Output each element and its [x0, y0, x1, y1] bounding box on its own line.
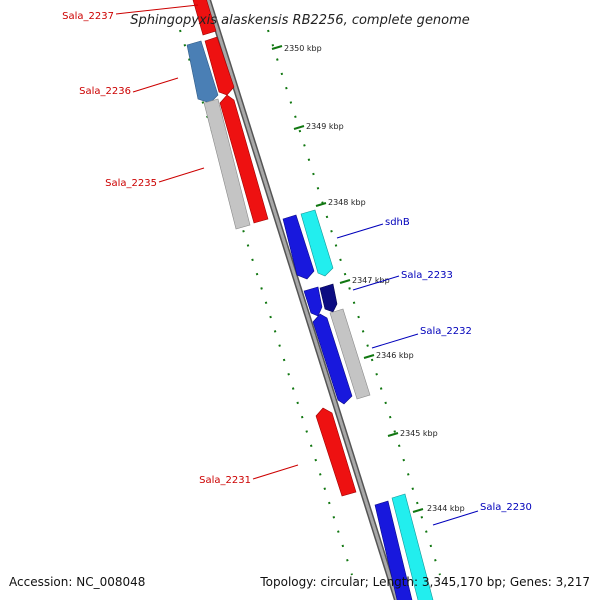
gene-blue-bottom[interactable] [374, 500, 413, 600]
gene-label-sala-2237[interactable]: Sala_2237 [62, 11, 114, 22]
gene-sala-2231-arrow[interactable] [315, 407, 357, 497]
gene-blue-small[interactable] [303, 286, 323, 317]
leader-sala-2236 [132, 77, 179, 93]
leader-sdhb [336, 223, 384, 239]
gene-sala-2236-arrow[interactable] [186, 40, 219, 104]
genome-backbone-highlight [206, 0, 399, 600]
gene-label-sala-2232[interactable]: Sala_2232 [420, 326, 472, 337]
kbp-label: 2344 kbp [427, 504, 465, 513]
kbp-tick [363, 354, 375, 359]
gene-red-long[interactable] [219, 94, 269, 224]
gene-blue-long[interactable] [312, 313, 353, 405]
gene-sala-2232-arrow[interactable] [329, 308, 371, 400]
leader-sala-2231 [252, 464, 299, 480]
leader-sala-2232 [371, 333, 419, 349]
gene-sdhb-arrow[interactable] [300, 209, 334, 277]
gene-sala-2233-arrow[interactable] [319, 283, 338, 313]
gene-sala-2237-arrow[interactable] [192, 0, 217, 36]
gene-sala-2235-arrow[interactable] [203, 98, 251, 230]
kbp-tick [387, 432, 399, 437]
kbp-tick [271, 45, 283, 50]
gene-label-sala-2235[interactable]: Sala_2235 [105, 178, 157, 189]
topology-text: Topology: circular; Length: 3,345,170 bp… [260, 575, 590, 589]
gene-sala-2230-arrow[interactable] [391, 493, 434, 600]
tick-track-right [267, 29, 441, 576]
gene-label-sala-2233[interactable]: Sala_2233 [401, 270, 453, 281]
kbp-label: 2348 kbp [328, 198, 366, 207]
diagram-title: Sphingopyxis alaskensis RB2256, complete… [130, 13, 470, 28]
accession-text: Accession: NC_008048 [9, 575, 146, 589]
kbp-tick [412, 508, 424, 513]
gene-sdhb-neighbor[interactable] [282, 214, 315, 280]
leader-sala-2230 [432, 510, 479, 526]
kbp-label: 2350 kbp [284, 44, 322, 53]
gene-label-sala-2231[interactable]: Sala_2231 [199, 475, 251, 486]
kbp-tick [339, 279, 351, 284]
kbp-label: 2345 kbp [400, 429, 438, 438]
kbp-tick [293, 125, 305, 130]
kbp-markers: 2350 kbp 2349 kbp 2348 kbp 2347 kbp 2346… [271, 44, 465, 513]
kbp-label: 2347 kbp [352, 276, 390, 285]
kbp-tick [315, 202, 327, 207]
gene-label-sala-2230[interactable]: Sala_2230 [480, 502, 532, 513]
kbp-label: 2349 kbp [306, 122, 344, 131]
tick-track-left [179, 29, 353, 576]
leader-sala-2235 [158, 167, 205, 183]
gene-label-sdhb[interactable]: sdhB [385, 217, 410, 228]
gene-label-sala-2236[interactable]: Sala_2236 [79, 86, 131, 97]
gene-labels: Sala_2237 Sala_2236 Sala_2235 sdhB Sala_… [62, 4, 532, 526]
leader-sala-2233 [352, 275, 400, 291]
gene-red-upper[interactable] [204, 36, 235, 96]
kbp-label: 2346 kbp [376, 351, 414, 360]
leader-sala-2237 [115, 4, 199, 15]
